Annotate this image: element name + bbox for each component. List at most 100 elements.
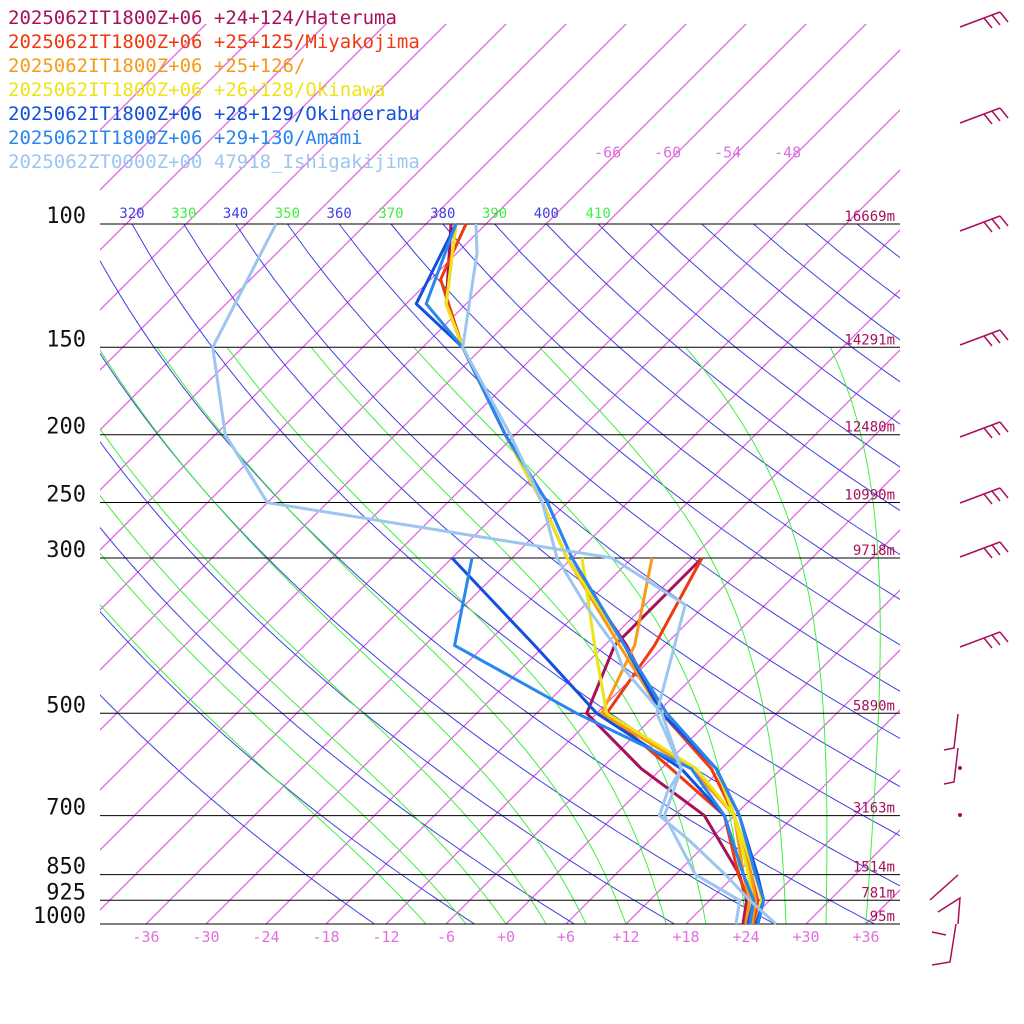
isotherm-line — [100, 24, 567, 491]
dry-adiabat-line — [701, 223, 900, 383]
legend-item: 2025062IT1800Z+06 +24+124/Hateruma — [8, 7, 397, 29]
legend-item: 2025062IT1800Z+06 +28+129/Okinoerabu — [8, 103, 420, 125]
legend-item: 2025062ZT0000Z+00 47918_Ishigakijima — [8, 151, 420, 173]
height-label: 1514m — [853, 860, 895, 876]
isotherm-line — [100, 24, 627, 551]
moist-adiabat-line — [829, 347, 881, 924]
height-label: 9718m — [853, 543, 895, 559]
x-tick-label: +36 — [852, 928, 879, 946]
dry-adiabat-line — [442, 223, 900, 600]
x-tick-label: +18 — [672, 928, 699, 946]
series-temperature-line — [444, 223, 764, 925]
height-label: 12480m — [844, 420, 895, 436]
axis-labels: 100 16669m 150 14291m 200 12480m 250 10990m 300 9… — [33, 143, 895, 946]
dry-adiabat-line — [494, 223, 900, 556]
theta-label: 330 — [171, 206, 196, 222]
dry-adiabat-line — [183, 223, 900, 837]
pressure-label: 250 — [46, 483, 86, 508]
pressure-label: 150 — [46, 327, 86, 352]
x-tick-label: +6 — [557, 928, 575, 946]
dry-adiabat-line — [235, 223, 900, 788]
dry-adiabat-line — [804, 223, 900, 300]
isotherm-line — [100, 109, 900, 911]
calm-wind-icon — [958, 813, 962, 817]
theta-label: 380 — [430, 206, 455, 222]
isotherm-line — [100, 24, 747, 671]
series-temperature-line — [444, 223, 760, 925]
legend-item: 2025062IT1800Z+06 +29+130/Amami — [8, 127, 363, 149]
isotherm-line — [745, 769, 900, 924]
height-label: 10990m — [844, 488, 895, 504]
x-tick-label: -24 — [252, 928, 279, 946]
isotherm-line — [625, 649, 900, 924]
moist-adiabat-line — [226, 347, 667, 924]
isotherm-line — [325, 349, 900, 924]
upper-temp-label: -66 — [594, 143, 621, 161]
theta-label: 410 — [586, 206, 611, 222]
x-tick-label: +24 — [732, 928, 759, 946]
isotherm-line — [100, 49, 900, 851]
calm-wind-icon — [958, 766, 962, 770]
dry-adiabat-line — [856, 223, 900, 259]
height-label: 3163m — [853, 801, 895, 817]
theta-label: 360 — [327, 206, 352, 222]
dry-adiabat-line — [753, 223, 900, 341]
isotherm-line — [265, 289, 900, 924]
wind-barb-icon — [959, 329, 1009, 347]
series-temperature-line — [461, 223, 778, 926]
pressure-label: 300 — [46, 538, 86, 563]
moist-adiabat-line — [156, 347, 627, 924]
height-label: 95m — [870, 909, 895, 925]
pressure-label: 100 — [46, 204, 86, 229]
pressure-label: 700 — [46, 796, 86, 821]
upper-temp-label: -54 — [714, 143, 741, 161]
legend-item: 2025062IT1800Z+06 +25+125/Miyakojima — [8, 31, 420, 53]
wind-barb-icon — [929, 874, 961, 966]
isotherm-line — [445, 469, 900, 924]
height-label: 16669m — [844, 209, 895, 225]
isotherm-line — [685, 709, 900, 924]
wind-barb-icon — [959, 215, 1009, 233]
dry-adiabat-lines — [100, 223, 900, 924]
isotherm-line — [100, 24, 207, 131]
pressure-label: 1000 — [33, 904, 86, 929]
isotherm-line — [100, 24, 327, 251]
moist-adiabat-line — [685, 346, 828, 924]
moist-adiabat-line — [100, 552, 467, 924]
isotherm-line — [100, 24, 447, 371]
pressure-label: 925 — [46, 880, 86, 905]
theta-label: 320 — [119, 206, 144, 222]
isotherm-line — [505, 529, 900, 924]
wind-barb-icon — [959, 631, 1009, 649]
isotherm-line — [205, 229, 900, 924]
isotherm-line — [100, 24, 267, 191]
isotherm-line — [100, 24, 387, 311]
wind-barb-icon — [959, 487, 1009, 505]
isotherm-line — [385, 409, 900, 924]
moist-adiabat-line — [100, 603, 427, 924]
x-tick-label: -6 — [437, 928, 455, 946]
dry-adiabat-line — [100, 440, 675, 924]
isotherm-line — [100, 24, 687, 611]
moist-adiabat-line — [100, 428, 547, 924]
x-tick-label: +30 — [792, 928, 819, 946]
moist-adiabat-line — [539, 346, 787, 924]
isotherm-line — [100, 24, 507, 431]
theta-label: 400 — [534, 206, 559, 222]
isotherm-line — [805, 829, 900, 924]
x-tick-label: -18 — [312, 928, 339, 946]
dry-adiabat-line — [546, 223, 900, 512]
moist-adiabat-lines — [100, 346, 881, 924]
pressure-label: 850 — [46, 855, 86, 880]
theta-label: 390 — [482, 206, 507, 222]
x-tick-label: +0 — [497, 928, 515, 946]
height-label: 5890m — [853, 698, 895, 714]
legend-item: 2025062IT1800Z+06 +25+126/ — [8, 55, 305, 77]
x-tick-label: -36 — [132, 928, 159, 946]
height-label: 14291m — [844, 332, 895, 348]
wind-barb-icon — [959, 107, 1009, 125]
x-tick-label: -30 — [192, 928, 219, 946]
upper-temp-label: -48 — [774, 143, 801, 161]
isotherm-line — [100, 24, 807, 731]
